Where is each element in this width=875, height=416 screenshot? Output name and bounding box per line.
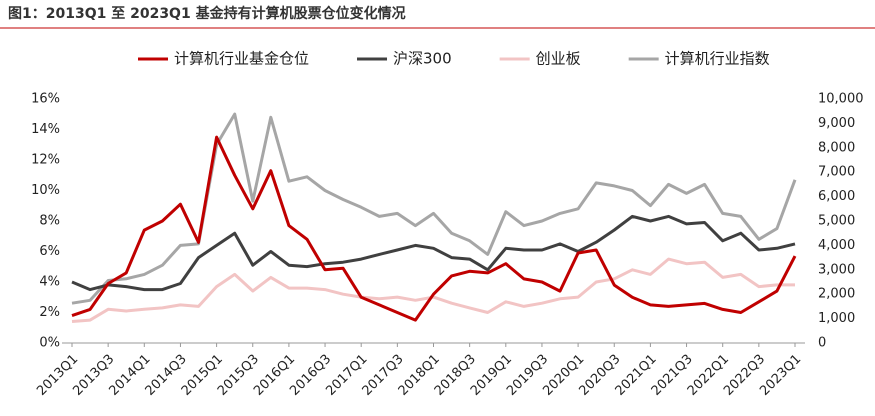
y2-tick-label: 0 (818, 336, 826, 351)
y-tick-label: 6% (39, 244, 60, 259)
legend-label: 计算机行业基金仓位 (174, 50, 309, 68)
y2-tick-label: 2,000 (818, 287, 855, 302)
y2-tick-label: 9,000 (818, 116, 855, 131)
y2-tick-label: 8,000 (818, 140, 855, 155)
y2-tick-label: 1,000 (818, 311, 855, 326)
y2-tick-label: 10,000 (818, 92, 864, 107)
y2-tick-label: 3,000 (818, 262, 855, 277)
series-line (71, 214, 796, 292)
chart-title: 图1：2013Q1 至 2023Q1 基金持有计算机股票仓位变化情况 (8, 5, 406, 22)
y-tick-label: 0% (39, 336, 60, 351)
series-line (71, 112, 797, 305)
y2-tick-label: 5,000 (818, 214, 855, 229)
y2-tick-label: 7,000 (818, 165, 855, 180)
y-tick-label: 8% (39, 214, 60, 229)
y-tick-label: 12% (31, 153, 60, 168)
y2-tick-label: 4,000 (818, 238, 855, 253)
y2-tick-label: 6,000 (818, 189, 855, 204)
legend-label: 计算机行业指数 (665, 50, 770, 68)
legend-label: 沪深300 (393, 50, 452, 68)
series-line (71, 135, 797, 322)
y-tick-label: 10% (31, 183, 60, 198)
y-tick-label: 2% (39, 305, 60, 320)
y-tick-label: 16% (31, 92, 60, 107)
legend-label: 创业板 (536, 50, 581, 68)
y-tick-label: 4% (39, 275, 60, 290)
y-tick-label: 14% (31, 122, 60, 137)
series-line (71, 257, 795, 323)
